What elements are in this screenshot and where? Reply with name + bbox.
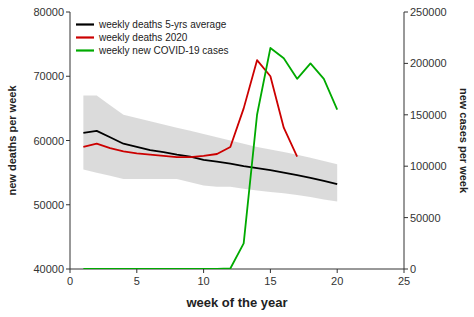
x-tick-label: 15 (264, 275, 276, 287)
y2-tick-label: 100000 (410, 160, 447, 172)
x-tick (136, 269, 137, 273)
axes: 0 5 10 15 20 25 40000 50000 60000 70000 80000 0 5000… (33, 6, 446, 287)
legend-label: weekly deaths 5-yrs average (98, 19, 227, 30)
x-tick (270, 269, 271, 273)
x-tick-label: 5 (134, 275, 140, 287)
legend-label: weekly deaths 2020 (98, 32, 188, 43)
y2-tick-label: 200000 (410, 57, 447, 69)
range-band (83, 96, 337, 202)
y-tick (66, 12, 70, 13)
y2-tick (404, 166, 408, 167)
legend-label: weekly new COVID-19 cases (98, 45, 229, 56)
x-axis-label: week of the year (185, 295, 287, 310)
y2-tick (404, 63, 408, 64)
y2-tick-label: 250000 (410, 6, 447, 18)
legend-swatch (76, 49, 94, 51)
x-tick (404, 269, 405, 273)
y2-tick (404, 269, 408, 270)
chart: 0 5 10 15 20 25 40000 50000 60000 70000 80000 0 5000… (0, 0, 474, 317)
x-tick (203, 269, 204, 273)
y-tick-label: 40000 (33, 263, 64, 275)
legend: weekly deaths 5-yrs average weekly deaths… (76, 19, 229, 56)
y2-tick-label: 150000 (410, 109, 447, 121)
y2-axis (404, 12, 405, 269)
y-tick (66, 204, 70, 205)
y-tick (66, 269, 70, 270)
y-tick (66, 76, 70, 77)
series-line (83, 48, 337, 269)
x-tick-label: 0 (67, 275, 73, 287)
y-tick-label: 60000 (33, 135, 64, 147)
y-tick-label: 50000 (33, 199, 64, 211)
y-tick (66, 140, 70, 141)
x-tick-label: 25 (398, 275, 410, 287)
legend-swatch (76, 36, 94, 38)
x-tick-label: 10 (197, 275, 209, 287)
x-tick (337, 269, 338, 273)
y2-tick-label: 50000 (410, 212, 441, 224)
series-line (83, 131, 337, 184)
y2-tick (404, 217, 408, 218)
y-tick-label: 80000 (33, 6, 64, 18)
y2-axis-label: new cases per week (458, 88, 470, 194)
x-tick-label: 20 (331, 275, 343, 287)
y2-tick (404, 114, 408, 115)
plot-area (83, 48, 337, 269)
y2-tick-label: 0 (410, 263, 416, 275)
y-axis-label: new deaths per week (6, 85, 18, 196)
y2-tick (404, 12, 408, 13)
legend-swatch (76, 23, 94, 25)
y-tick-label: 70000 (33, 70, 64, 82)
x-tick (70, 269, 71, 273)
